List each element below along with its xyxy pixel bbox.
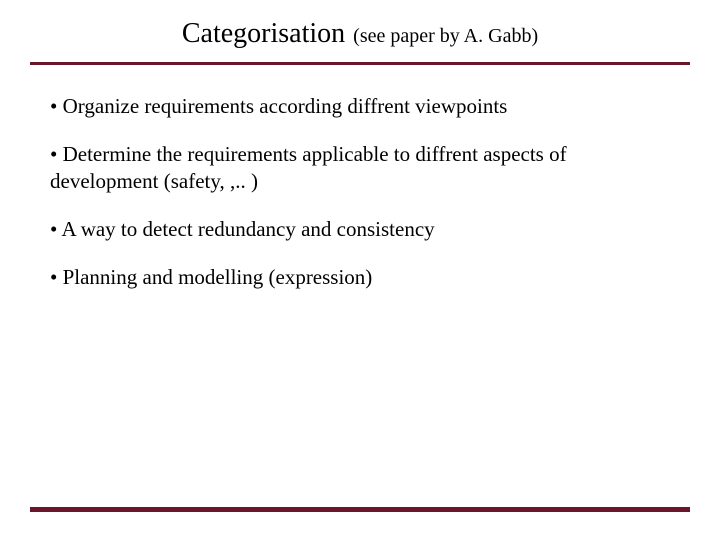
divider-bottom — [30, 507, 690, 512]
bullet-item: • Planning and modelling (expression) — [50, 264, 670, 290]
bullet-item: • Determine the requirements applicable … — [50, 141, 670, 194]
slide-title-sub: (see paper by A. Gabb) — [353, 25, 538, 47]
slide-content: • Organize requirements according diffre… — [0, 65, 720, 290]
slide-title-main: Categorisation — [182, 18, 345, 49]
slide-title-area: Categorisation (see paper by A. Gabb) — [0, 0, 720, 62]
bullet-item: • A way to detect redundancy and consist… — [50, 216, 670, 242]
bullet-item: • Organize requirements according diffre… — [50, 93, 670, 119]
